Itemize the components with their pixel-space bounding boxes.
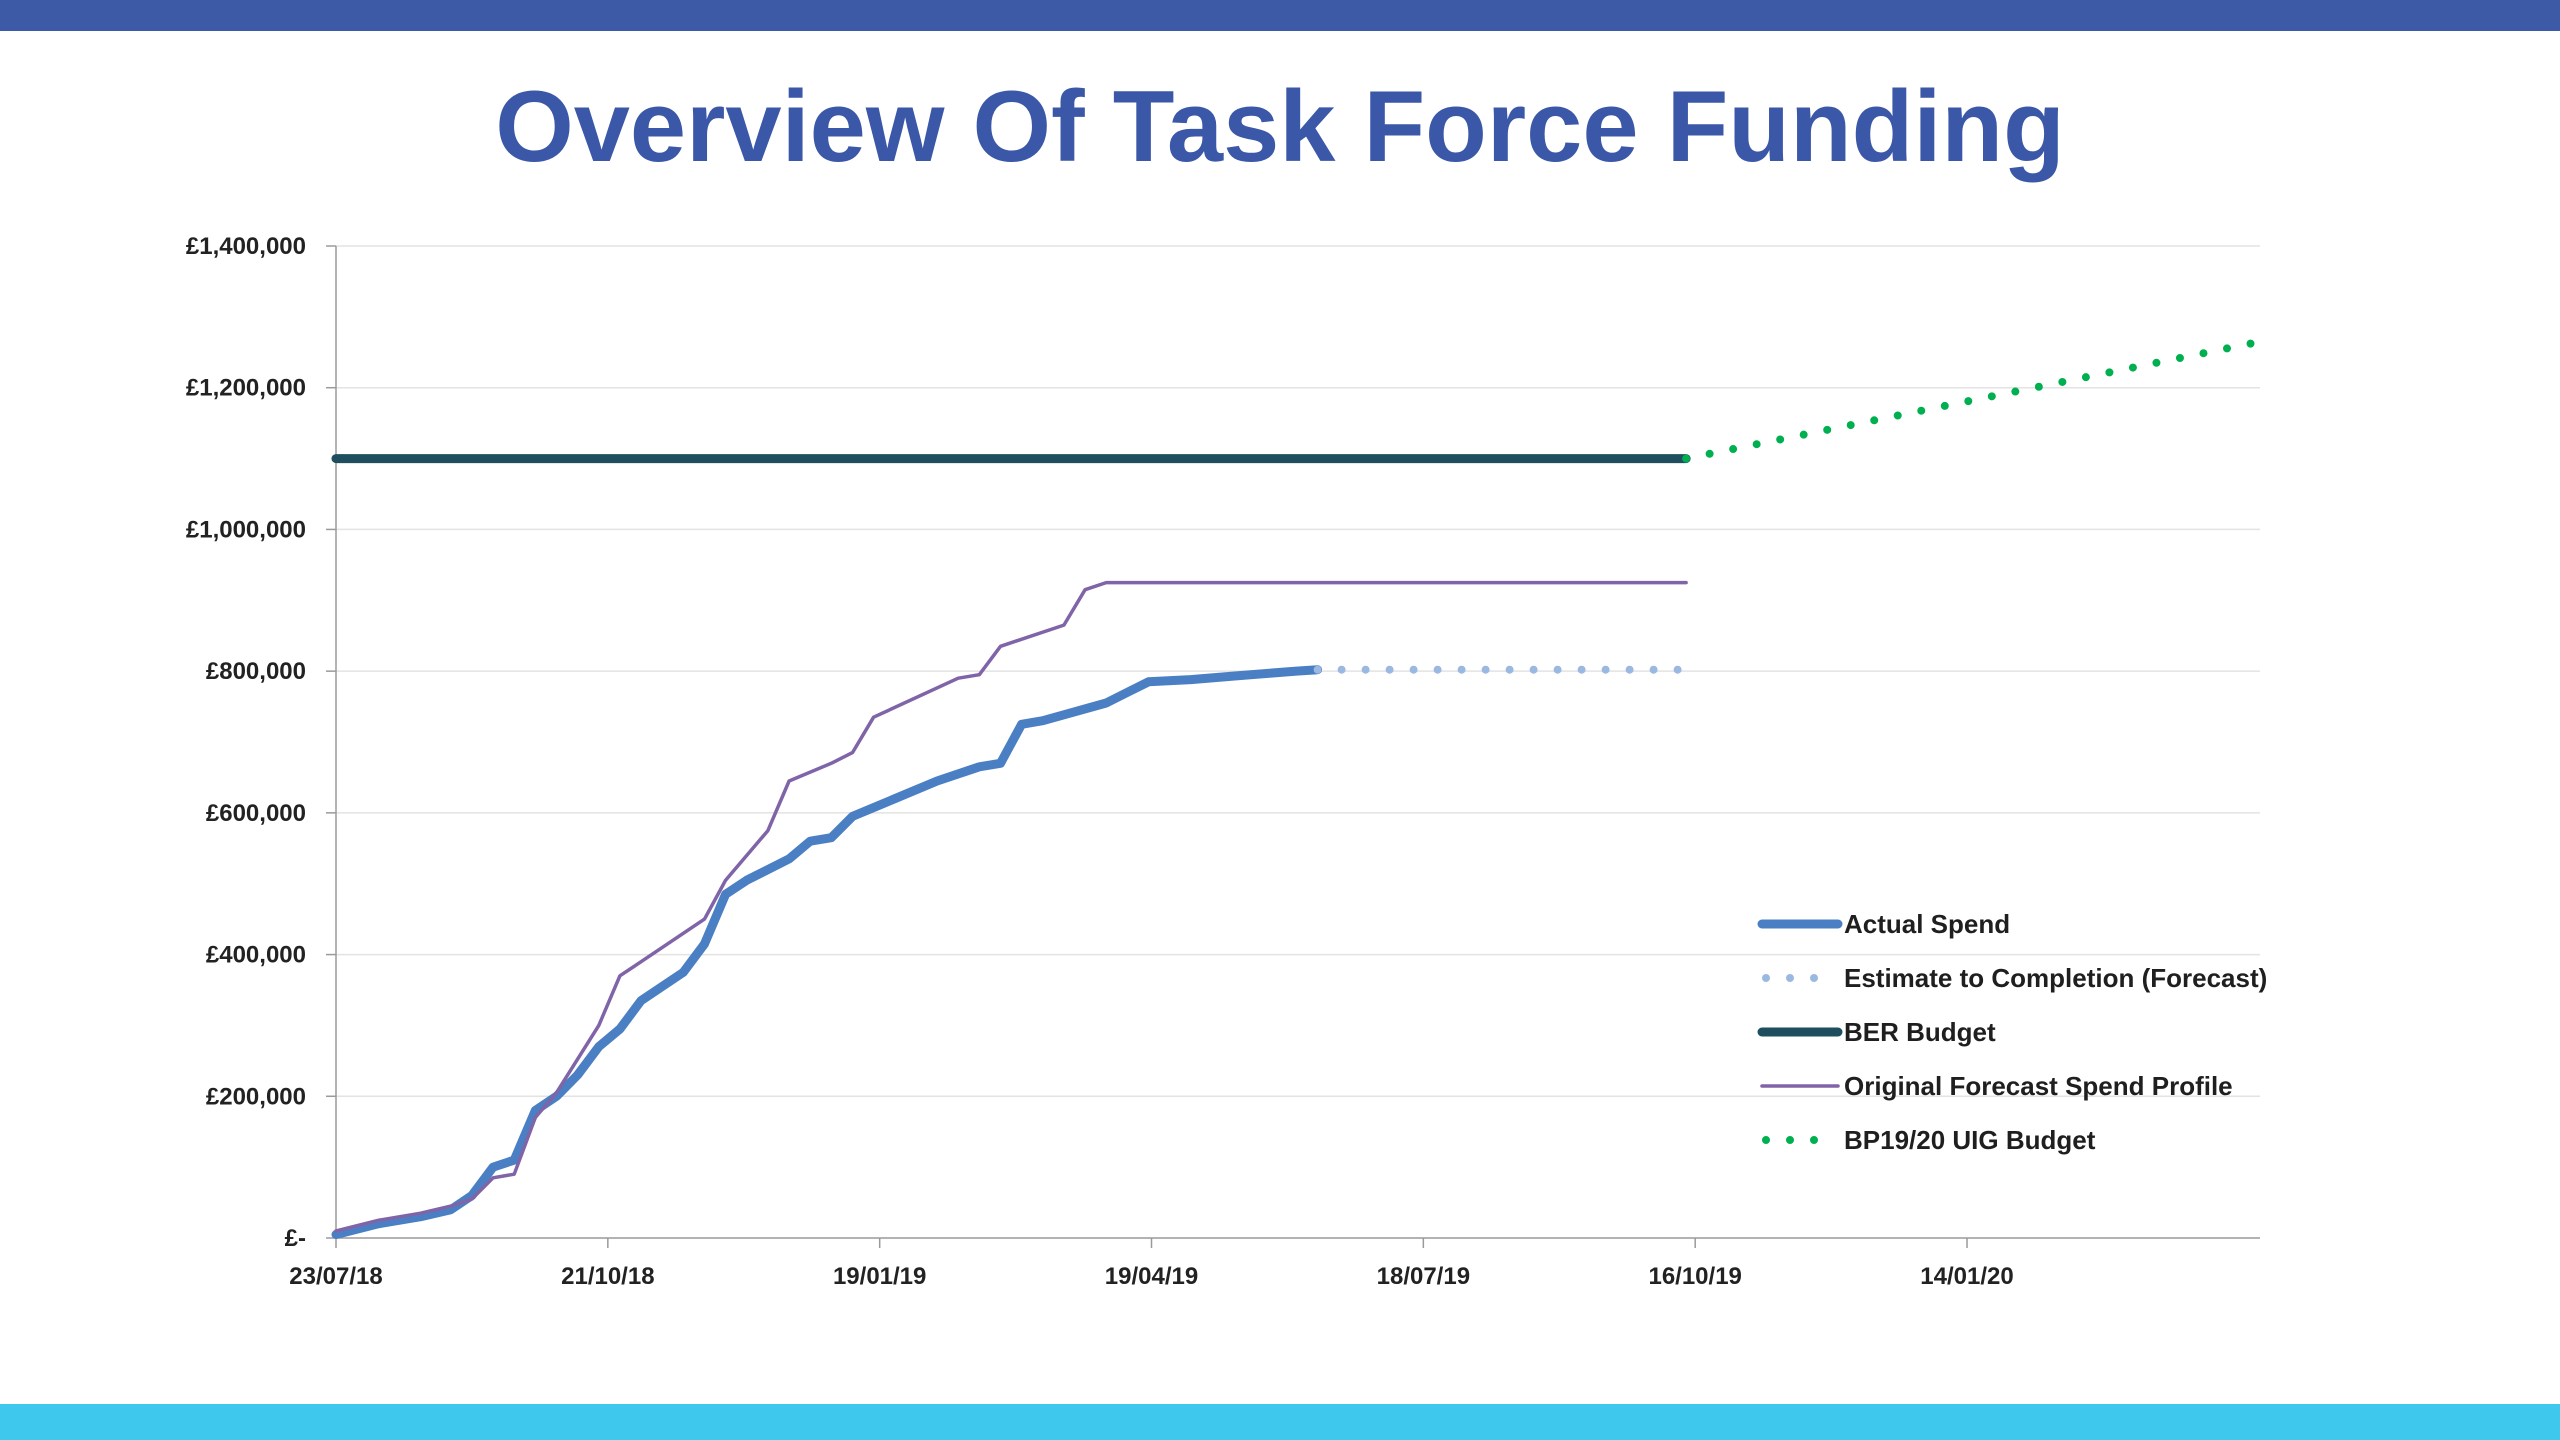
y-tick-label: £600,000 — [206, 800, 306, 827]
x-tick-label: 19/01/19 — [833, 1263, 926, 1290]
legend-label-estimate-to-completion-forecast: Estimate to Completion (Forecast) — [1844, 963, 2267, 993]
x-tick-label: 16/10/19 — [1648, 1263, 1741, 1290]
y-tick-label: £800,000 — [206, 658, 306, 685]
y-tick-label: £400,000 — [206, 942, 306, 969]
series-line-bp19-20-uig-budget — [1682, 337, 2264, 463]
legend-label-original-forecast-spend-profile: Original Forecast Spend Profile — [1844, 1071, 2233, 1101]
x-tick-label: 23/07/18 — [289, 1263, 382, 1290]
chart-axes: £- £200,000 £400,000 £600,000 £800,000 £1,000… — [186, 233, 2260, 1290]
legend-label-actual-spend: Actual Spend — [1844, 909, 2010, 939]
top-band — [0, 0, 2560, 31]
series-line-original-forecast-spend-profile — [334, 580, 1688, 1233]
y-tick-label: £- — [285, 1225, 306, 1252]
x-tick-label: 14/01/20 — [1920, 1263, 2013, 1290]
y-tick-label: £200,000 — [206, 1083, 306, 1110]
x-tick-label: 19/04/19 — [1105, 1263, 1198, 1290]
series-line-actual-spend — [331, 665, 1323, 1239]
y-tick-label: £1,400,000 — [186, 233, 306, 260]
y-tick-label: £1,000,000 — [186, 516, 306, 543]
legend-label-ber-budget: BER Budget — [1844, 1017, 1996, 1047]
y-tick-label: £1,200,000 — [186, 375, 306, 402]
x-tick-label: 21/10/18 — [561, 1263, 654, 1290]
chart-series — [331, 337, 2264, 1239]
chart-grid — [336, 245, 2260, 1098]
legend-label-bp19-20-uig-budget: BP19/20 UIG Budget — [1844, 1125, 2096, 1155]
chart-legend: Actual Spend Estimate to Completion (Fore… — [1757, 909, 2267, 1155]
slide-title: Overview Of Task Force Funding — [495, 71, 2065, 183]
bottom-band — [0, 1404, 2560, 1440]
x-tick-label: 18/07/19 — [1377, 1263, 1470, 1290]
